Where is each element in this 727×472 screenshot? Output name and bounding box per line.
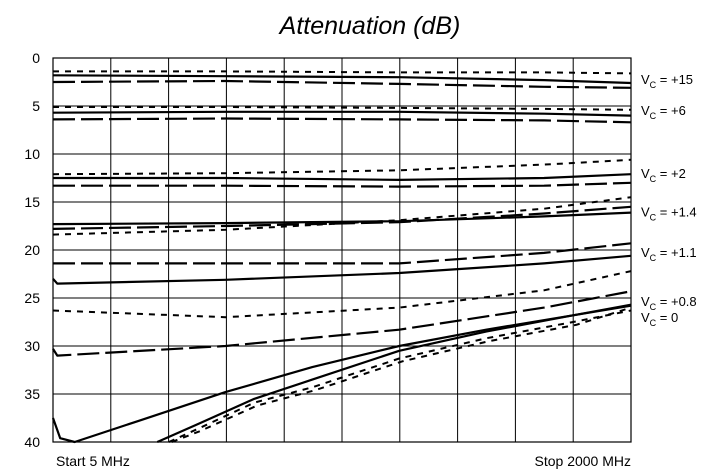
curve-dotted [53, 70, 632, 75]
vc-label: VC = +15 [641, 72, 693, 90]
curve-dotted [52, 196, 632, 236]
y-tick-label: 15 [24, 194, 40, 210]
curve-dashed [53, 242, 632, 265]
curves [51, 70, 632, 444]
x-start-label: Start 5 MHz [56, 453, 130, 469]
y-tick-label: 35 [24, 386, 40, 402]
curve-solid [53, 173, 632, 181]
y-tick-label: 10 [24, 146, 40, 162]
x-stop-label: Stop 2000 MHz [535, 453, 632, 469]
curve-dotted [52, 158, 632, 176]
vc-label: VC = +6 [641, 103, 686, 121]
y-tick-label: 25 [24, 290, 40, 306]
curve-solid [52, 254, 632, 285]
y-tick-label: 40 [24, 434, 40, 450]
vc-label: VC = 0 [641, 310, 678, 328]
curve-dashed [53, 181, 632, 188]
y-tick-label: 30 [24, 338, 40, 354]
vc-label: VC = +1.1 [641, 245, 697, 263]
curve-dotted [53, 106, 632, 111]
curve-solid [156, 304, 632, 444]
curve-solid [52, 110, 632, 117]
y-tick-label: 20 [24, 242, 40, 258]
curve-solid [52, 74, 632, 85]
curve-dashed [52, 205, 632, 230]
vc-labels: VC = +15 VC = +6 VC = +2 VC = +1.4 VC = +1.1… [641, 72, 697, 328]
curve-dashed [52, 79, 632, 89]
chart-grid [52, 57, 632, 443]
y-tick-label: 0 [32, 50, 40, 66]
vc-label: VC = +2 [641, 166, 686, 184]
y-axis-ticks: 0 5 10 15 20 25 30 35 40 [24, 50, 40, 450]
curve-dotted [168, 309, 632, 443]
curve-dashed [52, 117, 632, 124]
curve-dashed [52, 290, 632, 357]
vc-label: VC = +1.4 [641, 205, 697, 223]
chart-title: Attenuation (dB) [278, 12, 461, 40]
y-tick-label: 5 [32, 98, 40, 114]
curve-dotted [171, 306, 632, 443]
vc-label: VC = +0.8 [641, 294, 697, 312]
